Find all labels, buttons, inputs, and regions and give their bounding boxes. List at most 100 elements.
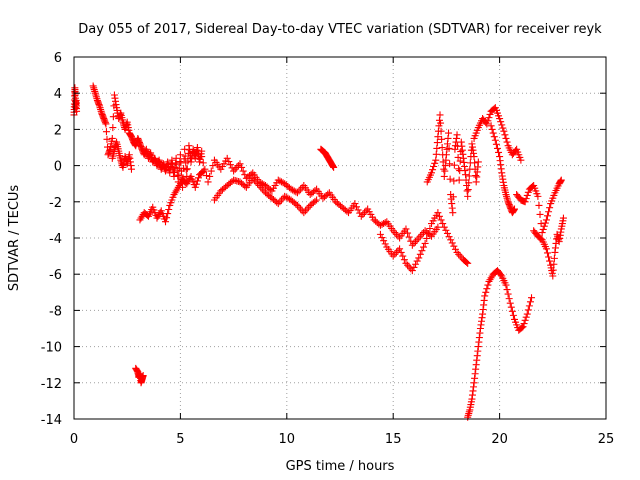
data-point: [230, 167, 238, 175]
data-point: [450, 161, 458, 169]
data-point: [433, 144, 441, 152]
data-point: [542, 245, 550, 253]
data-point: [483, 120, 491, 128]
data-point: [445, 129, 453, 137]
data-point: [534, 192, 542, 200]
data-point: [501, 131, 509, 139]
data-point: [451, 245, 459, 253]
data-point: [521, 316, 529, 324]
data-point: [497, 271, 505, 279]
data-point: [545, 253, 553, 261]
data-point: [450, 177, 458, 185]
data-point: [456, 252, 464, 260]
data-point: [226, 161, 234, 169]
data-point: [446, 175, 454, 183]
data-point: [397, 248, 405, 256]
x-tick-label: 5: [176, 432, 184, 447]
data-point: [492, 140, 500, 148]
data-point: [415, 254, 423, 262]
data-point: [352, 203, 360, 211]
y-tick-label: 4: [54, 87, 62, 102]
chart-title: Day 055 of 2017, Sidereal Day-to-day VTE…: [78, 22, 602, 37]
data-point: [540, 222, 548, 230]
data-point: [359, 210, 367, 218]
data-point: [549, 272, 557, 280]
data-point: [432, 150, 440, 158]
data-point: [311, 186, 319, 194]
data-point: [413, 257, 421, 265]
data-point: [472, 172, 480, 180]
data-point: [266, 186, 274, 194]
data-point: [254, 180, 262, 188]
data-point: [394, 247, 402, 255]
data-point: [440, 223, 448, 231]
y-tick-labels: -14 -12 -10 -8 -6 -4 -2 0 2 4 6: [41, 51, 62, 428]
data-point: [434, 209, 442, 217]
data-point: [543, 212, 551, 220]
data-point: [292, 188, 300, 196]
data-point: [463, 258, 471, 266]
data-point: [442, 226, 450, 234]
data-point: [402, 259, 410, 267]
data-point: [519, 323, 527, 331]
y-tick-label: 6: [54, 51, 62, 66]
data-point: [499, 124, 507, 132]
data-point: [525, 302, 533, 310]
data-point: [165, 205, 173, 213]
data-point: [450, 242, 458, 250]
data-point: [204, 178, 212, 186]
data-point: [482, 288, 490, 296]
data-point: [223, 154, 231, 162]
data-point: [423, 234, 431, 242]
data-point: [471, 159, 479, 167]
data-point: [234, 162, 242, 170]
data-point: [495, 148, 503, 156]
data-point: [455, 250, 463, 258]
data-point: [497, 118, 505, 126]
data-point: [437, 119, 445, 127]
data-point: [484, 117, 492, 125]
data-point: [300, 209, 308, 217]
data-point: [490, 133, 498, 141]
data-point: [453, 131, 461, 139]
data-point: [207, 167, 215, 175]
data-point: [343, 207, 351, 215]
x-tick-label: 10: [279, 432, 296, 447]
data-point: [465, 172, 473, 180]
data-point: [464, 259, 472, 267]
data-point: [510, 205, 518, 213]
data-point: [448, 239, 456, 247]
data-point: [438, 144, 446, 151]
data-point: [413, 236, 421, 244]
data-point: [297, 205, 305, 213]
data-point: [505, 295, 513, 303]
data-point: [543, 249, 551, 257]
data-point: [162, 218, 170, 226]
data-points: [70, 82, 567, 421]
data-point: [426, 224, 434, 232]
data-point: [517, 156, 525, 164]
data-point: [545, 208, 553, 216]
data-point: [174, 172, 182, 180]
y-tick-label: -6: [49, 268, 62, 283]
data-point: [172, 154, 180, 162]
data-point: [408, 241, 416, 249]
data-point: [487, 122, 495, 130]
y-tick-label: 2: [54, 123, 62, 138]
data-point: [199, 159, 207, 167]
data-point: [523, 191, 531, 199]
data-point: [449, 209, 457, 217]
data-point: [535, 201, 543, 209]
data-point: [465, 179, 473, 187]
data-point: [538, 229, 546, 237]
data-point: [360, 209, 368, 217]
data-point: [163, 214, 171, 222]
data-point: [381, 219, 389, 227]
data-point: [176, 158, 184, 166]
data-point: [498, 121, 506, 129]
grid-lines: [74, 57, 606, 419]
data-point: [194, 174, 202, 182]
data-point: [522, 313, 530, 321]
data-point: [191, 183, 199, 191]
